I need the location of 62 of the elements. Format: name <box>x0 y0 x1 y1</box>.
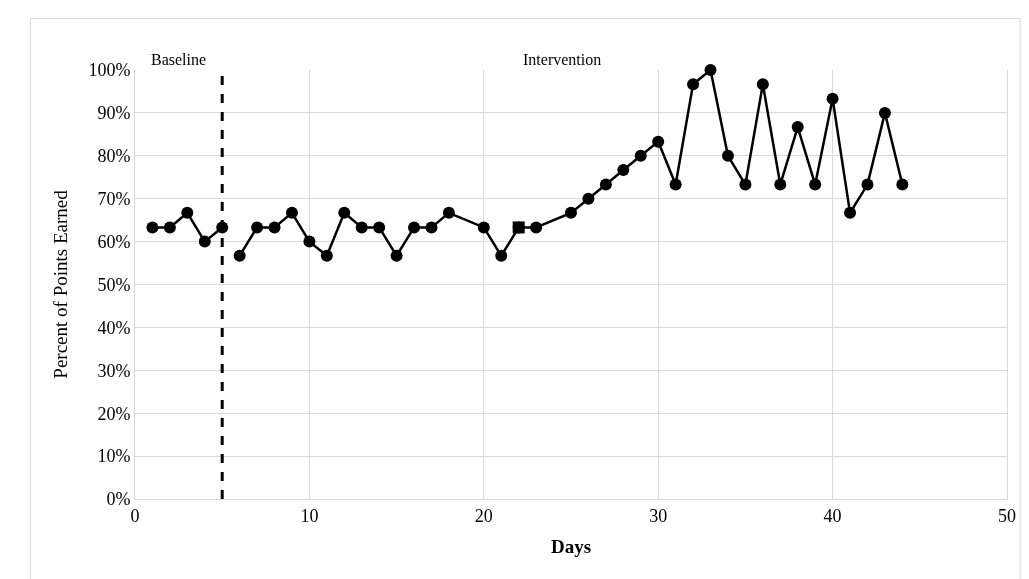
point <box>565 206 577 219</box>
point <box>163 221 176 234</box>
x-axis-title: Days <box>550 536 592 558</box>
point <box>303 235 316 248</box>
y-tick-label: 30% <box>97 360 131 381</box>
point <box>442 206 455 219</box>
point <box>268 221 281 234</box>
point <box>373 221 386 234</box>
point <box>756 78 769 91</box>
y-tick-label: 100% <box>88 60 131 81</box>
point <box>617 163 630 176</box>
y-tick-label: 10% <box>97 446 131 467</box>
point <box>355 221 368 234</box>
y-tick-label: 60% <box>97 231 131 252</box>
point <box>826 92 839 105</box>
y-tick-label: 40% <box>97 317 131 338</box>
x-tick-label: 30 <box>649 505 668 526</box>
y-tick-label: 70% <box>97 189 131 209</box>
point <box>878 106 891 119</box>
point <box>721 149 734 162</box>
x-tick-label: 10 <box>300 505 319 526</box>
point <box>844 206 857 219</box>
point <box>774 178 787 191</box>
point <box>425 221 438 234</box>
x-tick-label: 0 <box>130 505 140 526</box>
point <box>791 121 804 134</box>
point <box>251 221 264 234</box>
point <box>285 206 298 219</box>
point <box>704 64 717 76</box>
y-tick-label: 20% <box>97 403 131 424</box>
y-tick-label: 50% <box>97 274 131 295</box>
y-axis-title: Percent of Points Earned <box>50 189 72 379</box>
text: Baseline <box>151 51 207 68</box>
x-tick-label: 40 <box>823 505 842 526</box>
point <box>146 221 159 234</box>
point <box>477 221 490 234</box>
point <box>809 178 822 191</box>
point <box>530 221 543 234</box>
point <box>599 178 612 191</box>
point <box>652 135 665 148</box>
point <box>634 149 647 162</box>
y-tick-label: 80% <box>97 146 131 167</box>
point <box>861 178 874 191</box>
point <box>739 178 752 191</box>
point <box>896 178 909 191</box>
point <box>408 221 421 234</box>
point <box>198 235 211 248</box>
point <box>233 249 246 262</box>
point <box>320 249 333 262</box>
text: Intervention <box>523 51 602 68</box>
point <box>582 192 595 205</box>
y-tick-label: 0% <box>106 489 131 510</box>
point <box>338 206 351 219</box>
point <box>512 221 525 234</box>
point <box>495 249 508 262</box>
point <box>669 178 682 191</box>
x-tick-label: 20 <box>474 505 493 526</box>
x-tick-label: 50 <box>998 505 1016 526</box>
y-tick-label: 90% <box>97 103 131 124</box>
point <box>390 249 403 262</box>
point <box>181 206 194 219</box>
point <box>687 78 700 91</box>
